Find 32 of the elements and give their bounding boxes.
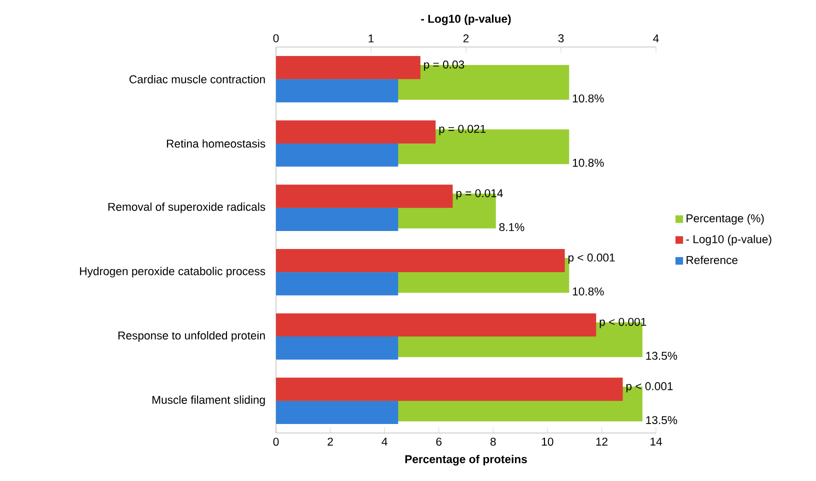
x-tick-label: 12 <box>596 438 608 446</box>
y-tick-label: Removal of superoxide radicals <box>108 202 266 214</box>
y-tick-label: Hydrogen peroxide catabolic process <box>80 266 266 278</box>
x2-tick-label: 0 <box>273 34 279 42</box>
data-label: 10.8% <box>572 287 604 296</box>
x-tick-label: 10 <box>542 438 554 446</box>
y-tick-label: Retina homeostasis <box>166 139 266 148</box>
data-label: 10.8% <box>572 94 604 102</box>
y-tick-label: Cardiac muscle contraction <box>130 74 265 84</box>
x-axis-title: Percentage of proteins <box>405 454 527 466</box>
x-tick-label: 0 <box>273 438 279 446</box>
x-tick-label: 4 <box>382 438 388 446</box>
x-tick-label: 2 <box>328 438 333 446</box>
data-label: 10.8% <box>572 158 604 167</box>
x2-axis-title: - Log10 (p-value) <box>421 14 511 26</box>
x-tick-label: 8 <box>490 438 496 446</box>
x2-tick-label: 3 <box>558 34 564 42</box>
y-tick-label: Response to unfolded protein <box>118 331 265 342</box>
data-label: 8.1% <box>499 223 524 232</box>
legend-label: Reference <box>686 256 738 264</box>
x-tick-label: 14 <box>650 438 662 446</box>
data-label: 13.5% <box>646 352 678 360</box>
data-label: 13.5% <box>646 416 678 424</box>
x2-tick-label: 1 <box>368 34 374 42</box>
x2-tick-label: 4 <box>653 34 659 42</box>
x2-tick-label: 2 <box>463 34 469 42</box>
y-tick-label: Muscle filament sliding <box>152 396 265 406</box>
annotation: p < 0.001 <box>626 382 673 392</box>
annotation: p < 0.001 <box>568 254 615 264</box>
legend-label: - Log10 (p-value) <box>686 234 772 246</box>
legend-label: Percentage (%) <box>686 214 764 225</box>
x-tick-label: 6 <box>436 438 442 446</box>
